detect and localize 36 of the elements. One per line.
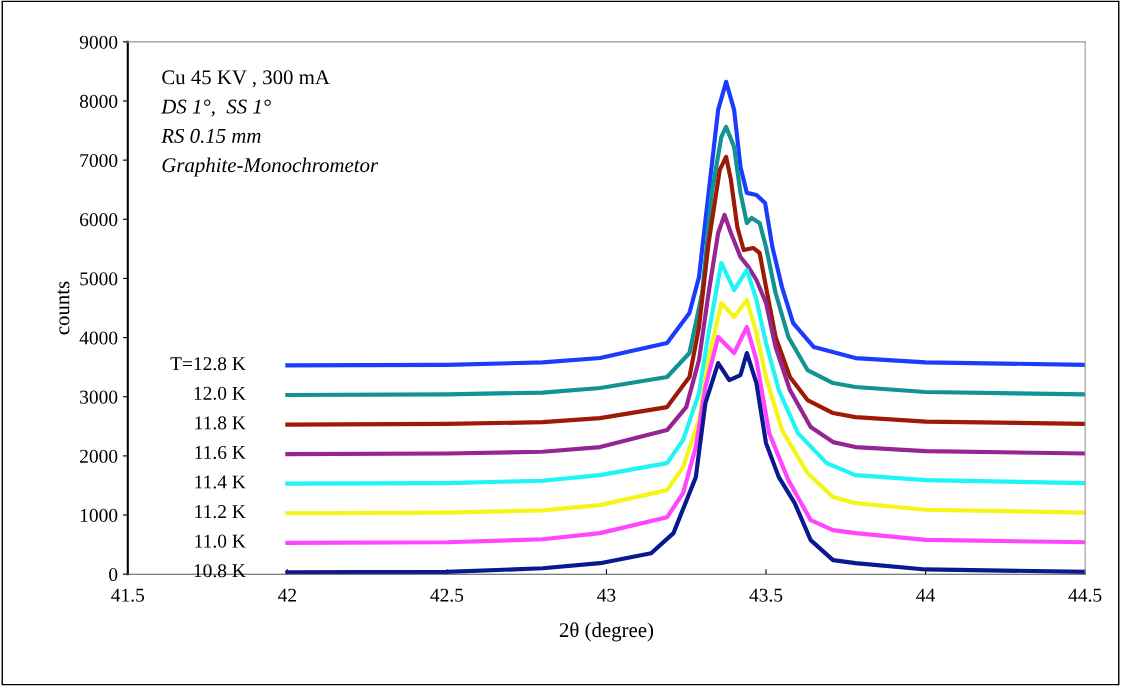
y-axis-title: counts xyxy=(57,281,70,335)
x-tick-label: 44 xyxy=(916,588,935,602)
y-tick-label: 7000 xyxy=(80,153,118,168)
line-series xyxy=(285,324,1086,545)
line-series xyxy=(285,260,1086,486)
y-tick-label: 5000 xyxy=(80,272,118,286)
y-tick-label: 0 xyxy=(109,568,118,582)
y-tick-label: 9000 xyxy=(79,35,118,49)
line-series xyxy=(285,350,1086,575)
y-tick-label: 6000 xyxy=(80,213,118,227)
text: 11.2 K xyxy=(195,505,246,519)
y-tick-label: 1000 xyxy=(80,508,118,522)
y-tick-label: 8000 xyxy=(79,94,118,108)
x-tick-label: 42 xyxy=(278,588,296,602)
x-tick-label: 41.5 xyxy=(111,588,145,602)
text: 11.8 K xyxy=(195,416,246,430)
annotation: RS 0.15 mm xyxy=(161,128,261,143)
annotation: DS 1°, SS 1° xyxy=(161,99,271,117)
text: 12.0 K xyxy=(194,386,246,400)
text: 11.4 K xyxy=(195,475,246,489)
line-series xyxy=(285,297,1086,516)
x-tick-label: 43 xyxy=(597,588,616,602)
line-series xyxy=(285,212,1086,457)
x-tick-label: 42.5 xyxy=(430,588,464,602)
y-tick-label: 2000 xyxy=(80,449,118,463)
x-tick-label: 43.5 xyxy=(749,588,783,602)
y-tick-label: 3000 xyxy=(80,390,118,404)
text: 10.8 K xyxy=(194,564,246,578)
annotation: Cu 45 KV , 300 mA xyxy=(162,70,330,88)
annotation: Graphite-Monochrometor xyxy=(162,157,379,177)
y-tick-label: 4000 xyxy=(79,331,118,345)
x-axis-title: 2θ (degree) xyxy=(559,622,654,642)
x-tick-label: 44.5 xyxy=(1068,588,1102,602)
text: 11.0 K xyxy=(195,534,246,548)
text: T=12.8 K xyxy=(170,357,246,371)
text: 11.6 K xyxy=(195,445,246,460)
